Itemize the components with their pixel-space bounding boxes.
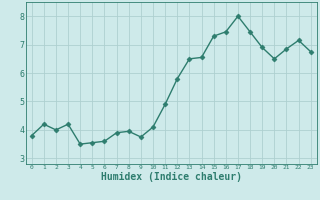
X-axis label: Humidex (Indice chaleur): Humidex (Indice chaleur) <box>101 172 242 182</box>
